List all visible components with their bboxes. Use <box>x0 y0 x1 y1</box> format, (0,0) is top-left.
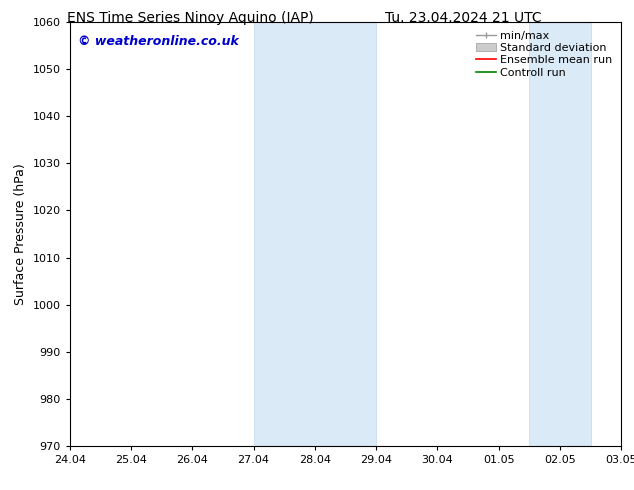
Text: © weatheronline.co.uk: © weatheronline.co.uk <box>78 35 239 48</box>
Text: Tu. 23.04.2024 21 UTC: Tu. 23.04.2024 21 UTC <box>384 11 541 25</box>
Text: ENS Time Series Ninoy Aquino (IAP): ENS Time Series Ninoy Aquino (IAP) <box>67 11 314 25</box>
Legend: min/max, Standard deviation, Ensemble mean run, Controll run: min/max, Standard deviation, Ensemble me… <box>472 27 616 81</box>
Bar <box>529 22 591 446</box>
Bar <box>254 22 376 446</box>
Y-axis label: Surface Pressure (hPa): Surface Pressure (hPa) <box>14 163 27 305</box>
